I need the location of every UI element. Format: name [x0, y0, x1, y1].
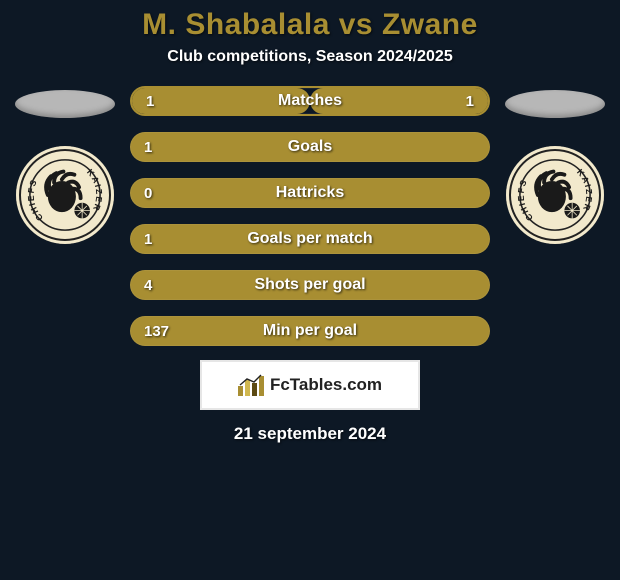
- player-right-column: KAIZER CHIEFS: [500, 86, 610, 244]
- subtitle: Club competitions, Season 2024/2025: [167, 48, 452, 66]
- page-title: M. Shabalala vs Zwane: [142, 8, 478, 42]
- stat-bars: 1Matches11Goals0Hattricks1Goals per matc…: [130, 86, 490, 346]
- stat-label: Goals: [130, 138, 490, 156]
- stat-label: Shots per goal: [130, 276, 490, 294]
- stat-label: Hattricks: [130, 184, 490, 202]
- stat-label: Min per goal: [130, 322, 490, 340]
- title-left: M. Shabalala: [142, 8, 330, 41]
- stat-row: 1Goals: [130, 132, 490, 162]
- stat-row: 0Hattricks: [130, 178, 490, 208]
- stat-label: Matches: [132, 92, 488, 110]
- date-text: 21 september 2024: [234, 424, 386, 444]
- watermark-text: FcTables.com: [270, 375, 382, 395]
- player-right-silhouette: [505, 90, 605, 118]
- comparison-section: KAIZER CHIEFS KAIZER: [0, 86, 620, 346]
- stat-label: Goals per match: [130, 230, 490, 248]
- watermark: FcTables.com: [200, 360, 420, 410]
- kaizer-chiefs-icon: KAIZER CHIEFS: [26, 156, 104, 234]
- stat-right-value: 1: [466, 93, 474, 110]
- title-right: Zwane: [382, 8, 478, 41]
- stat-row: 4Shots per goal: [130, 270, 490, 300]
- title-sep: vs: [330, 8, 382, 41]
- player-left-silhouette: [15, 90, 115, 118]
- kaizer-chiefs-icon: KAIZER CHIEFS: [516, 156, 594, 234]
- stat-row: 1Matches1: [130, 86, 490, 116]
- player-left-column: KAIZER CHIEFS: [10, 86, 120, 244]
- fctables-logo-icon: [238, 374, 266, 396]
- club-badge-left: KAIZER CHIEFS: [16, 146, 114, 244]
- club-badge-right: KAIZER CHIEFS: [506, 146, 604, 244]
- stat-row: 1Goals per match: [130, 224, 490, 254]
- stat-row: 137Min per goal: [130, 316, 490, 346]
